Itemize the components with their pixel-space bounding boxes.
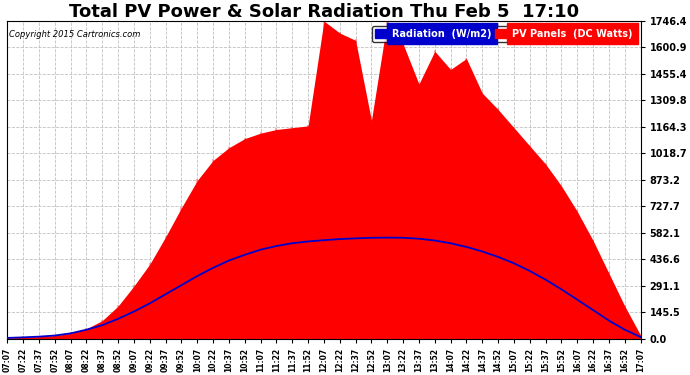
Text: Copyright 2015 Cartronics.com: Copyright 2015 Cartronics.com	[8, 30, 140, 39]
Title: Total PV Power & Solar Radiation Thu Feb 5  17:10: Total PV Power & Solar Radiation Thu Feb…	[69, 3, 579, 21]
Legend: Radiation  (W/m2), PV Panels  (DC Watts): Radiation (W/m2), PV Panels (DC Watts)	[372, 26, 635, 42]
